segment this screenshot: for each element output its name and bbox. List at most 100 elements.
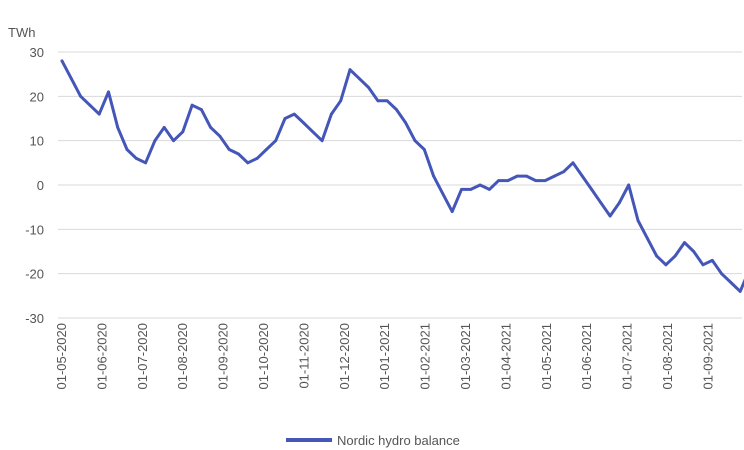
data-point bbox=[599, 201, 603, 205]
data-point bbox=[432, 174, 435, 178]
data-point bbox=[302, 121, 305, 125]
y-axis: 30 20 10 0 -10 -20 -30 bbox=[25, 45, 44, 326]
data-point bbox=[116, 126, 120, 129]
data-point bbox=[255, 157, 259, 160]
y-tick-label: -20 bbox=[25, 267, 44, 282]
data-point bbox=[162, 126, 166, 129]
data-point bbox=[385, 99, 389, 103]
data-point bbox=[655, 254, 658, 258]
data-point bbox=[627, 183, 631, 187]
x-tick-label: 01-05-2021 bbox=[539, 323, 554, 390]
data-point bbox=[200, 108, 203, 111]
data-point bbox=[580, 174, 584, 178]
data-point bbox=[608, 214, 612, 218]
data-point bbox=[153, 139, 157, 143]
data-point bbox=[107, 90, 110, 94]
data-point bbox=[190, 103, 194, 107]
x-tick-label: 01-07-2021 bbox=[620, 323, 635, 390]
data-point bbox=[125, 148, 129, 151]
data-point bbox=[144, 161, 148, 165]
legend: Nordic hydro balance bbox=[286, 433, 460, 448]
data-point bbox=[618, 201, 621, 205]
data-point bbox=[636, 219, 640, 222]
x-tick-label: 01-09-2021 bbox=[700, 323, 715, 390]
data-point bbox=[645, 236, 649, 240]
data-point bbox=[469, 188, 473, 191]
data-point bbox=[478, 183, 482, 187]
legend-label: Nordic hydro balance bbox=[337, 433, 460, 448]
x-tick-label: 01-07-2020 bbox=[135, 323, 150, 390]
data-point bbox=[395, 108, 398, 111]
series-layer bbox=[60, 59, 744, 293]
data-point bbox=[571, 161, 575, 165]
data-point bbox=[515, 174, 519, 178]
data-point bbox=[330, 112, 333, 116]
x-tick-label: 01-10-2020 bbox=[256, 323, 271, 390]
data-point bbox=[404, 121, 408, 125]
data-point bbox=[357, 77, 361, 80]
x-tick-label: 01-04-2021 bbox=[498, 323, 513, 390]
data-point bbox=[553, 174, 556, 178]
x-tick-label: 01-06-2021 bbox=[579, 323, 594, 390]
y-tick-label: 10 bbox=[30, 134, 44, 149]
data-point bbox=[497, 179, 500, 183]
x-tick-label: 01-09-2020 bbox=[216, 323, 231, 390]
data-point bbox=[590, 188, 593, 191]
y-tick-label: 0 bbox=[37, 178, 44, 193]
x-tick-label: 01-01-2021 bbox=[377, 323, 392, 390]
data-point bbox=[209, 126, 213, 129]
x-axis: 01-05-2020 01-06-2020 01-07-2020 01-08-2020… bbox=[54, 323, 715, 390]
data-point bbox=[274, 139, 278, 143]
data-point bbox=[729, 281, 733, 284]
data-point bbox=[543, 179, 547, 183]
data-point bbox=[79, 94, 82, 98]
data-point bbox=[134, 157, 138, 160]
data-point bbox=[683, 241, 686, 245]
data-point bbox=[60, 59, 64, 63]
data-point bbox=[720, 272, 723, 276]
data-point bbox=[172, 139, 175, 143]
y-tick-label: 20 bbox=[30, 89, 44, 104]
y-tick-label: 30 bbox=[30, 45, 44, 60]
data-point bbox=[673, 254, 677, 258]
data-point bbox=[320, 139, 324, 143]
data-point bbox=[237, 152, 240, 156]
data-point bbox=[664, 263, 668, 267]
data-point bbox=[292, 112, 296, 116]
data-point bbox=[348, 68, 352, 72]
x-tick-label: 01-03-2021 bbox=[458, 323, 473, 390]
data-point bbox=[562, 170, 566, 174]
data-point bbox=[367, 86, 370, 89]
x-tick-label: 01-06-2020 bbox=[94, 323, 109, 390]
data-point bbox=[460, 188, 463, 191]
data-point bbox=[218, 134, 222, 138]
data-point bbox=[710, 259, 714, 262]
x-tick-label: 01-11-2020 bbox=[296, 323, 311, 389]
data-point bbox=[246, 161, 250, 165]
data-point bbox=[534, 179, 538, 183]
data-point bbox=[376, 99, 380, 103]
data-point bbox=[701, 263, 705, 267]
y-tick-label: -10 bbox=[25, 222, 44, 237]
x-tick-label: 01-12-2020 bbox=[337, 323, 352, 390]
data-point bbox=[88, 103, 92, 107]
series-line-nordic-hydro-balance bbox=[60, 59, 744, 293]
x-tick-label: 01-08-2021 bbox=[660, 323, 675, 390]
data-point bbox=[506, 179, 510, 183]
data-point bbox=[97, 112, 101, 116]
data-point bbox=[441, 192, 445, 196]
data-point bbox=[181, 130, 185, 134]
y-tick-label: -30 bbox=[25, 311, 44, 326]
data-point bbox=[227, 148, 231, 151]
y-axis-unit-label: TWh bbox=[8, 25, 35, 40]
x-tick-label: 01-05-2020 bbox=[54, 323, 69, 390]
x-tick-label: 01-02-2021 bbox=[418, 323, 433, 390]
data-point bbox=[488, 188, 491, 191]
data-point bbox=[69, 77, 73, 80]
data-point bbox=[265, 148, 268, 151]
data-point bbox=[413, 139, 417, 143]
data-point bbox=[311, 130, 315, 134]
data-point bbox=[283, 117, 287, 120]
